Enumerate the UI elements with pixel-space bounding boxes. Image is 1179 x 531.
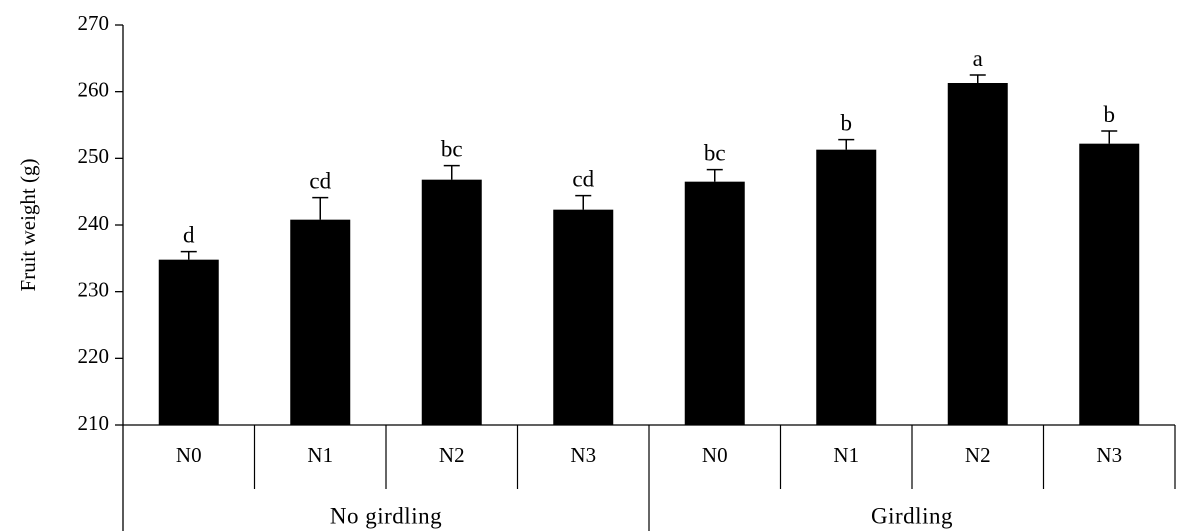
y-tick-label: 260 <box>78 77 110 101</box>
x-tick-label: N3 <box>1096 443 1122 467</box>
bar <box>553 209 614 425</box>
y-tick-label: 250 <box>78 144 110 168</box>
axes <box>115 24 1176 531</box>
bar <box>684 181 745 425</box>
significance-letter: bc <box>704 141 726 166</box>
y-tick-label: 220 <box>78 344 110 368</box>
group-label: Girdling <box>871 503 953 528</box>
x-tick-label: N2 <box>439 443 465 467</box>
significance-letter: d <box>183 223 195 248</box>
x-tick-label: N0 <box>702 443 728 467</box>
y-axis-title: Fruit weight (g) <box>16 159 40 292</box>
group-label: No girdling <box>330 503 442 528</box>
bars <box>158 74 1140 425</box>
y-tick-label: 270 <box>78 11 110 35</box>
y-tick-label: 230 <box>78 277 110 301</box>
x-tick-label: N0 <box>176 443 202 467</box>
x-tick-label: N2 <box>965 443 991 467</box>
bar <box>947 83 1008 425</box>
y-tick-label: 210 <box>78 411 110 435</box>
y-tick-label: 240 <box>78 211 110 235</box>
x-tick-label: N1 <box>307 443 333 467</box>
bar <box>290 219 351 425</box>
labels: 210 220 230 240 250 260 270 d N0 cd N1 bc N2 cd N3 bc N0… <box>78 11 1123 528</box>
significance-letter: cd <box>309 169 331 194</box>
x-tick-label: N1 <box>833 443 859 467</box>
x-tick-label: N3 <box>570 443 596 467</box>
significance-letter: cd <box>572 167 594 192</box>
significance-letter: b <box>1104 102 1116 127</box>
bar <box>421 179 482 425</box>
significance-letter: bc <box>441 137 463 162</box>
significance-letter: a <box>973 46 983 71</box>
bar <box>816 149 877 425</box>
significance-letter: b <box>841 111 853 136</box>
bar <box>1079 143 1140 425</box>
bar <box>158 259 219 425</box>
